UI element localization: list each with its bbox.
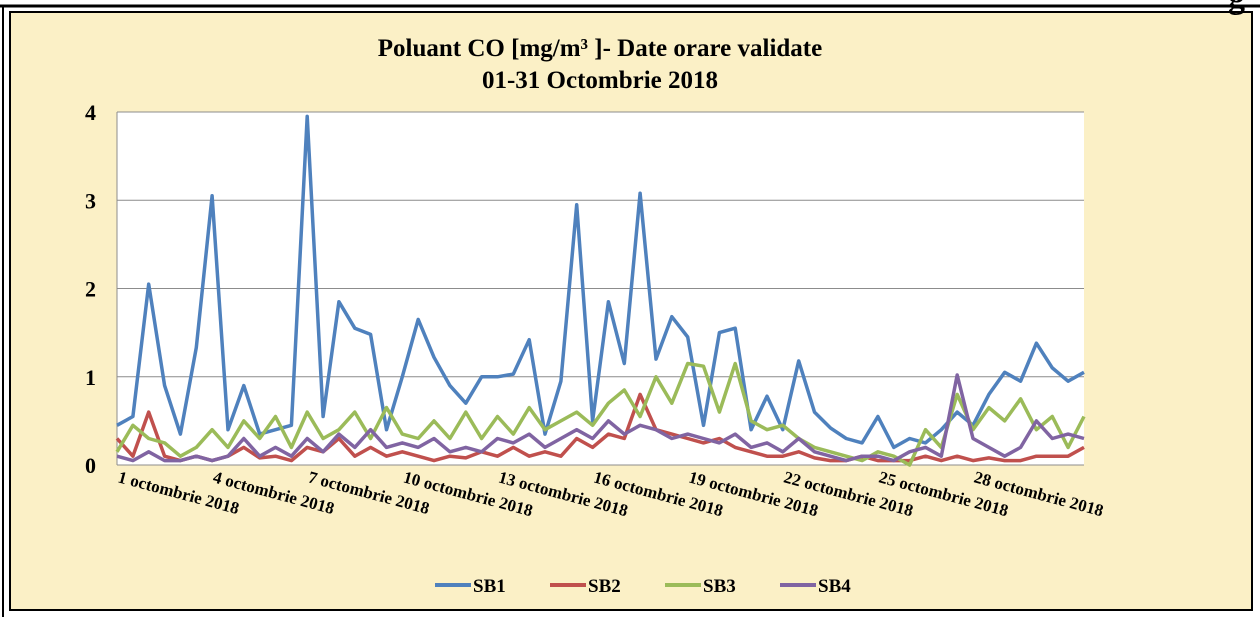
y-tick-label: 4 [85, 100, 96, 125]
series-line [116, 373, 1085, 463]
y-tick-label: 2 [85, 277, 96, 302]
legend-label: SB1 [473, 576, 506, 597]
chart-subtitle: 01-31 Octombrie 2018 [482, 67, 718, 94]
legend-label: SB4 [818, 576, 851, 597]
y-tick-label: 0 [85, 453, 96, 478]
chart-title: Poluant CO [mg/m³ ]- Date orare validate [378, 35, 822, 62]
legend-label: SB2 [588, 576, 621, 597]
series-line [115, 392, 1085, 463]
series-line [115, 361, 1086, 467]
legend-label: SB3 [703, 576, 736, 597]
series-line [116, 114, 1085, 450]
header-fragment: g [1228, 0, 1245, 16]
y-tick-label: 1 [85, 365, 96, 390]
y-tick-label: 3 [85, 188, 96, 213]
